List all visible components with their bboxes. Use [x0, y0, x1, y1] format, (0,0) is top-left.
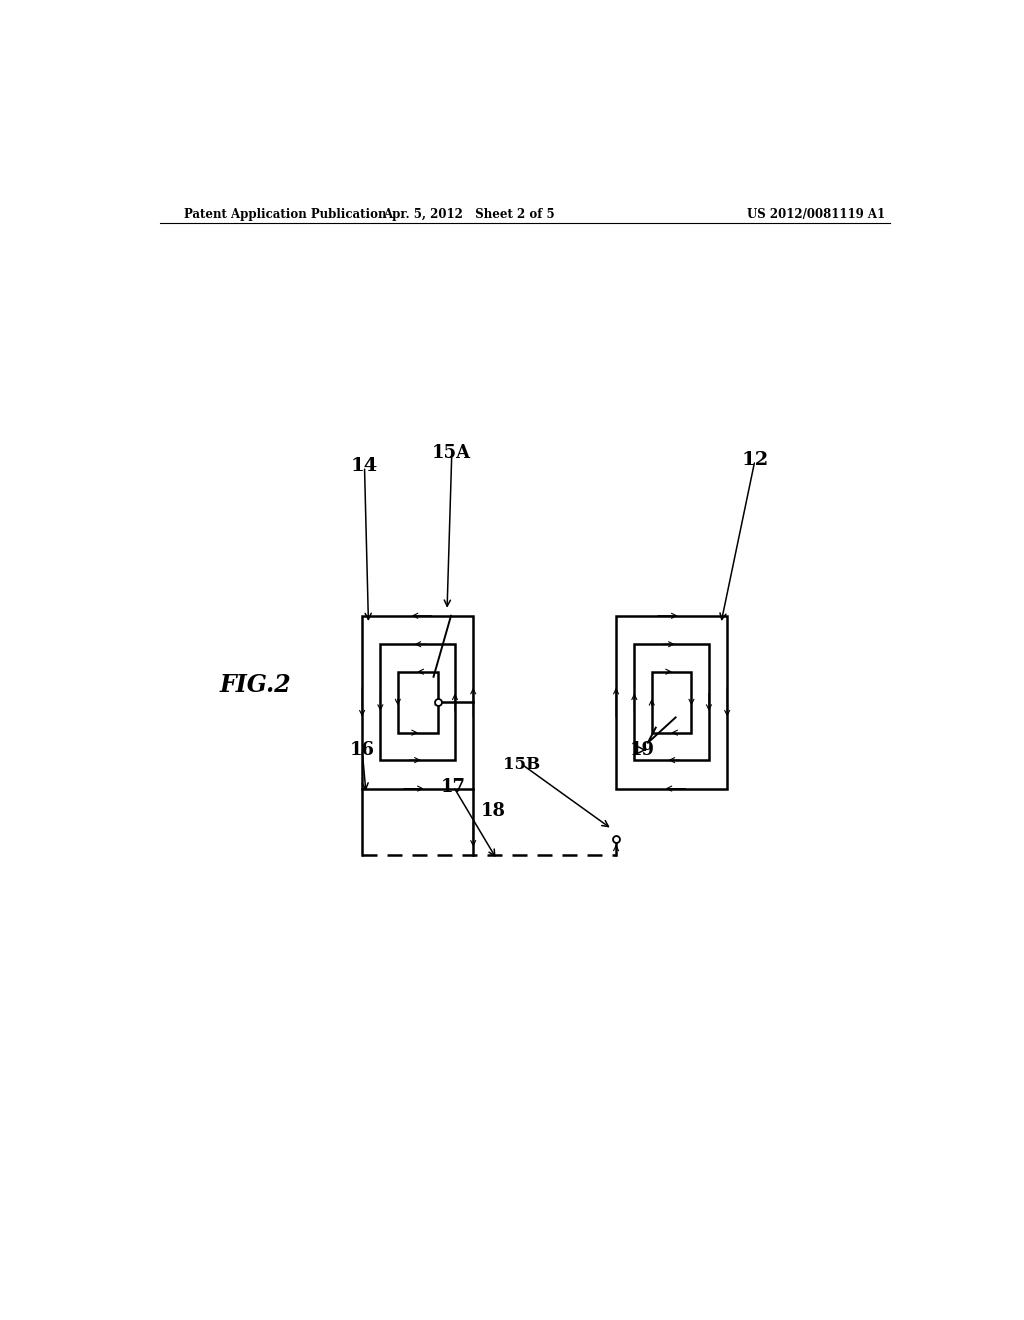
Text: FIG.2: FIG.2 — [219, 673, 291, 697]
Text: 12: 12 — [741, 451, 769, 470]
Text: 16: 16 — [349, 741, 375, 759]
Text: 15B: 15B — [503, 755, 541, 772]
Text: 19: 19 — [630, 741, 654, 759]
Bar — [380, 644, 455, 760]
Text: 14: 14 — [351, 457, 378, 475]
Text: Apr. 5, 2012   Sheet 2 of 5: Apr. 5, 2012 Sheet 2 of 5 — [383, 207, 555, 220]
Bar — [362, 615, 473, 788]
Bar — [616, 615, 727, 788]
Text: US 2012/0081119 A1: US 2012/0081119 A1 — [748, 207, 885, 220]
Bar — [652, 672, 691, 733]
Text: 17: 17 — [441, 777, 466, 796]
Bar — [397, 672, 437, 733]
Text: Patent Application Publication: Patent Application Publication — [183, 207, 386, 220]
Text: 18: 18 — [481, 803, 506, 821]
Text: 15A: 15A — [432, 444, 471, 462]
Bar — [634, 644, 709, 760]
